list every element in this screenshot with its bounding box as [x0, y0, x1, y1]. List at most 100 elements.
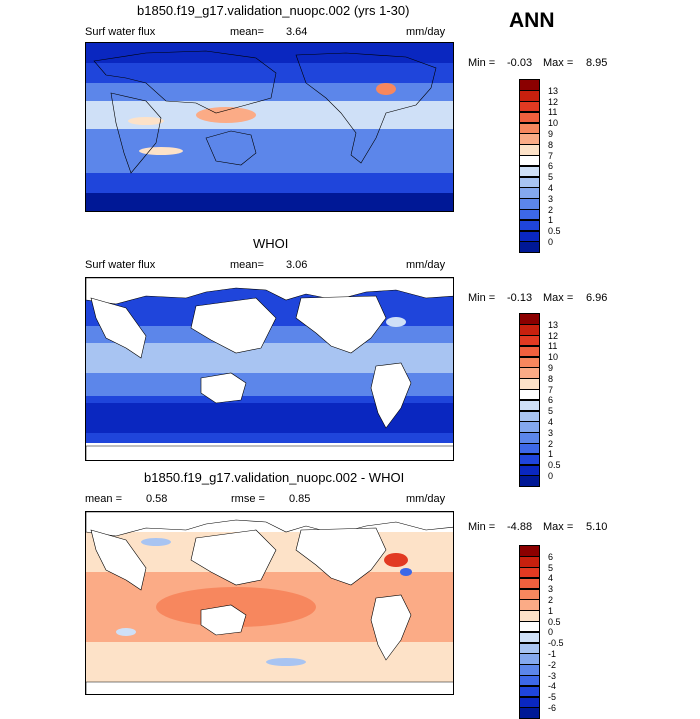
panel1-map — [85, 42, 454, 212]
colorbar-swatch — [519, 674, 540, 687]
colorbar-label: -0.5 — [548, 638, 564, 649]
panel3-mean-label: mean = — [85, 493, 122, 505]
panel1-mean-label: mean= — [230, 26, 264, 38]
panel2-mean-label: mean= — [230, 259, 264, 271]
colorbar-swatch — [519, 345, 540, 358]
colorbar-label: 6 — [548, 395, 554, 406]
panel2-min-value: -0.13 — [507, 292, 533, 304]
colorbar-swatch — [519, 378, 540, 390]
colorbar-swatch — [519, 685, 540, 698]
colorbar-swatch — [519, 556, 540, 568]
colorbar-swatch — [519, 545, 540, 557]
colorbar-label: 1 — [548, 449, 554, 460]
colorbar-swatch — [519, 620, 540, 633]
colorbar-swatch — [519, 367, 540, 379]
colorbar-swatch — [519, 388, 540, 401]
colorbar-swatch — [519, 399, 540, 412]
colorbar-swatch — [519, 696, 540, 708]
colorbar-label: 5 — [548, 406, 554, 417]
colorbar-label: 11 — [548, 341, 558, 352]
colorbar-swatch — [519, 707, 540, 719]
colorbar-swatch — [519, 122, 540, 134]
colorbar-label: 10 — [548, 352, 559, 363]
colorbar-label: 4 — [548, 417, 554, 427]
colorbar-label: 5 — [548, 562, 554, 573]
panel1-title: b1850.f19_g17.validation_nuopc.002 (yrs … — [137, 3, 410, 18]
colorbar-swatch — [519, 154, 540, 167]
colorbar-label: 6 — [548, 551, 554, 562]
panel3-mean-value: 0.58 — [146, 493, 168, 505]
colorbar-swatch — [519, 313, 540, 325]
colorbar-label: 0.5 — [548, 460, 561, 471]
panel3-rmse-value: 0.85 — [289, 493, 311, 505]
colorbar-swatch — [519, 176, 540, 188]
colorbar-label: -3 — [548, 670, 557, 681]
colorbar-swatch — [519, 421, 540, 433]
colorbar-label: -6 — [548, 703, 557, 713]
colorbar-swatch — [519, 599, 540, 611]
colorbar-label: 6 — [548, 161, 554, 172]
panel2-units: mm/day — [406, 259, 446, 271]
panel2-min-label: Min = — [468, 292, 496, 304]
colorbar-swatch — [519, 453, 540, 466]
colorbar-label: -2 — [548, 659, 557, 670]
panel3-title: b1850.f19_g17.validation_nuopc.002 - WHO… — [144, 470, 405, 485]
panel3-min-value: -4.88 — [507, 521, 533, 533]
colorbar-label: 8 — [548, 139, 554, 150]
colorbar-label: 7 — [548, 150, 554, 161]
colorbar-label: 10 — [548, 118, 559, 129]
colorbar-label: 4 — [548, 183, 554, 193]
colorbar-swatch — [519, 165, 540, 178]
colorbar-label: 11 — [548, 107, 558, 118]
colorbar-swatch — [519, 79, 540, 91]
colorbar-label: 12 — [548, 330, 559, 341]
colorbar-swatch — [519, 567, 540, 579]
panel3-max-value: 5.10 — [586, 521, 608, 533]
colorbar-swatch — [519, 653, 540, 665]
colorbar-swatch — [519, 442, 540, 455]
colorbar-label: 13 — [548, 319, 559, 330]
colorbar-label: 0 — [548, 471, 554, 481]
panel1-max-value: 8.95 — [586, 57, 608, 69]
panel2-field-label: Surf water flux — [85, 259, 156, 271]
colorbar-swatch — [519, 642, 540, 654]
colorbar-label: 0.5 — [548, 226, 561, 237]
colorbar-label: 1 — [548, 215, 554, 226]
colorbar-swatch — [519, 631, 540, 644]
panel3-map-svg — [86, 512, 453, 694]
colorbar-swatch — [519, 111, 540, 124]
colorbar-label: 3 — [548, 584, 554, 595]
colorbar-label: 4 — [548, 573, 554, 584]
panel3-units: mm/day — [406, 493, 446, 505]
panel2-title: WHOI — [253, 236, 289, 251]
panel3-max-label: Max = — [543, 521, 574, 533]
panel3-map — [85, 511, 454, 695]
colorbar-swatch — [519, 90, 540, 102]
panel1-min-value: -0.03 — [507, 57, 533, 69]
panel1-field-label: Surf water flux — [85, 26, 156, 38]
colorbar-label: 9 — [548, 363, 554, 373]
panel2-max-label: Max = — [543, 292, 574, 304]
colorbar-label: 1 — [548, 605, 554, 616]
panel2-map — [85, 277, 454, 461]
colorbar-swatch — [519, 432, 540, 444]
panel1-max-label: Max = — [543, 57, 574, 69]
panel1-min-label: Min = — [468, 57, 496, 69]
colorbar-label: -1 — [548, 649, 557, 659]
colorbar-swatch — [519, 208, 540, 221]
colorbar-swatch — [519, 241, 540, 253]
colorbar-label: 2 — [548, 204, 554, 215]
colorbar-swatch — [519, 356, 540, 368]
colorbar-label: 0 — [548, 237, 554, 247]
colorbar-swatch — [519, 335, 540, 347]
panel2-max-value: 6.96 — [586, 292, 608, 304]
panel3-min-label: Min = — [468, 521, 496, 533]
panel2-map-svg — [86, 278, 453, 460]
colorbar-swatch — [519, 475, 540, 487]
panel1-map-svg — [86, 43, 453, 211]
colorbar-label: 2 — [548, 595, 554, 605]
colorbar-label: 3 — [548, 427, 554, 438]
colorbar-swatch — [519, 410, 540, 422]
colorbar-swatch — [519, 219, 540, 232]
colorbar-swatch — [519, 610, 540, 622]
